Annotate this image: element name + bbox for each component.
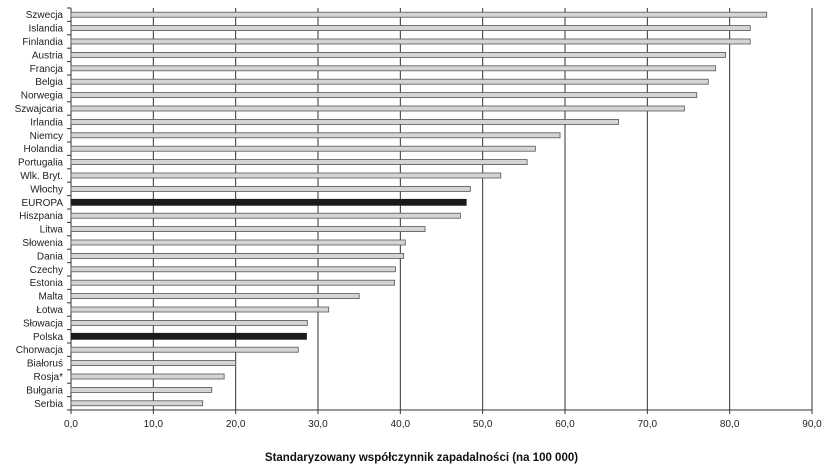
- category-label: Czechy: [30, 265, 63, 276]
- category-label: Słowacja: [23, 318, 63, 329]
- category-label: Belgia: [35, 77, 63, 88]
- category-label: EUROPA: [22, 198, 64, 209]
- x-tick-label: 70,0: [638, 419, 658, 430]
- category-label: Hiszpania: [19, 211, 63, 222]
- category-label: Dania: [37, 251, 64, 262]
- x-tick-label: 90,0: [802, 419, 822, 430]
- category-label: Norwegia: [21, 91, 64, 102]
- bar: [70, 92, 698, 98]
- category-label: Irlandia: [30, 117, 63, 128]
- bar: [70, 65, 717, 72]
- bar: [70, 38, 751, 45]
- bar: [70, 25, 751, 32]
- bar: [70, 185, 471, 192]
- bar: [70, 332, 307, 340]
- bar: [70, 373, 225, 380]
- bar: [70, 279, 395, 286]
- bar: [70, 346, 299, 353]
- x-axis-title: Standaryzowany współczynnik zapadalności…: [265, 452, 578, 464]
- bar: [70, 78, 709, 85]
- bar: [70, 400, 204, 407]
- bar: [70, 386, 213, 393]
- bar: [70, 360, 237, 367]
- category-label: Malta: [39, 292, 64, 303]
- bar: [70, 306, 330, 313]
- category-label: Chorwacja: [16, 345, 64, 356]
- bar: [70, 239, 406, 246]
- category-label: Łotwa: [36, 305, 63, 316]
- bar: [70, 198, 467, 206]
- x-tick-label: 30,0: [308, 419, 328, 430]
- x-tick-label: 40,0: [391, 419, 411, 430]
- category-label: Słowenia: [22, 238, 63, 249]
- category-label: Holandia: [24, 144, 64, 155]
- x-tick-label: 20,0: [226, 419, 246, 430]
- category-label: Estonia: [30, 278, 64, 289]
- category-label: Austria: [32, 50, 64, 61]
- bar: [70, 105, 685, 112]
- category-label: Niemcy: [30, 131, 63, 142]
- x-tick-label: 0,0: [64, 419, 78, 430]
- category-label: Szwecja: [26, 10, 64, 21]
- category-label: Francja: [30, 64, 64, 75]
- bar: [70, 159, 528, 166]
- category-label: Serbia: [34, 399, 63, 410]
- bar: [70, 319, 308, 326]
- x-tick-label: 10,0: [144, 419, 164, 430]
- category-label: Polska: [33, 332, 63, 343]
- bar: [70, 252, 405, 259]
- bar: [70, 132, 561, 139]
- category-label: Portugalia: [18, 158, 63, 169]
- category-label: Białoruś: [27, 359, 63, 370]
- category-label: Finlandia: [22, 37, 63, 48]
- x-tick-label: 80,0: [720, 419, 740, 430]
- category-label: Bułgaria: [26, 385, 63, 396]
- bar: [70, 119, 619, 125]
- category-label: Litwa: [40, 225, 64, 236]
- category-label: Islandia: [29, 24, 64, 35]
- bar: [70, 293, 360, 300]
- x-tick-label: 50,0: [473, 419, 493, 430]
- bar: [70, 212, 461, 219]
- category-label: Rosja*: [34, 372, 64, 383]
- bar: [70, 11, 768, 18]
- category-label: Wlk. Bryt.: [20, 171, 63, 182]
- category-label: Szwajcaria: [15, 104, 64, 115]
- bar: [70, 52, 726, 58]
- category-label: Włochy: [30, 184, 63, 195]
- bar: [70, 145, 536, 152]
- bar: [70, 266, 396, 273]
- bar: [70, 226, 426, 233]
- x-tick-label: 60,0: [555, 419, 575, 430]
- bar: [70, 172, 502, 179]
